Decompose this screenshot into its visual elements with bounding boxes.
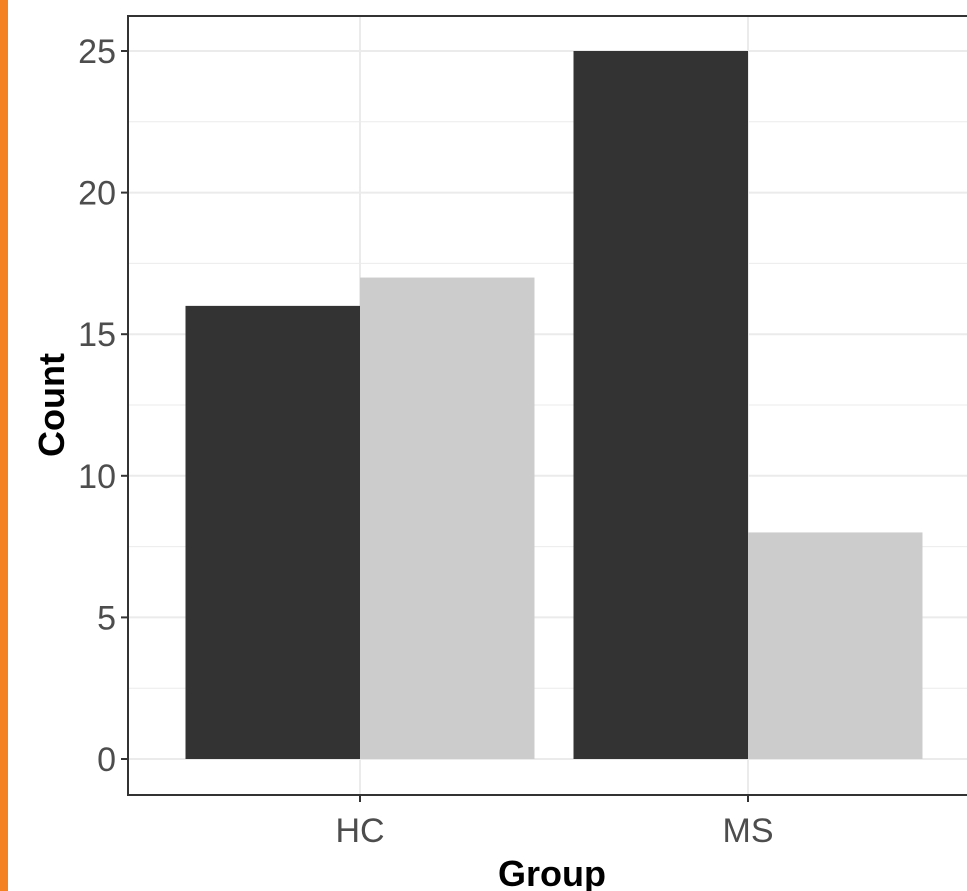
x-tick-label: HC (335, 812, 384, 850)
bar-hc-series-1 (185, 305, 360, 759)
accent-bar (0, 0, 8, 891)
bar-ms-series-1 (573, 51, 748, 759)
y-tick-label: 15 (78, 316, 116, 354)
bar-ms-series-2 (748, 532, 923, 759)
y-tick-label: 20 (78, 175, 116, 213)
y-tick-label: 25 (78, 33, 116, 71)
y-tick-label: 5 (97, 599, 116, 637)
y-tick-label: 0 (97, 741, 116, 779)
y-tick-label: 10 (78, 458, 116, 496)
y-axis: 0 5 10 15 20 25 (78, 33, 128, 779)
plot-panel-border (127, 15, 967, 796)
bars (185, 51, 923, 759)
x-tick-label: MS (723, 812, 774, 850)
x-axis-title: Group (498, 853, 606, 891)
y-axis-title: Count (31, 353, 72, 457)
x-axis: HC MS (335, 795, 774, 850)
bar-hc-series-2 (360, 277, 535, 759)
